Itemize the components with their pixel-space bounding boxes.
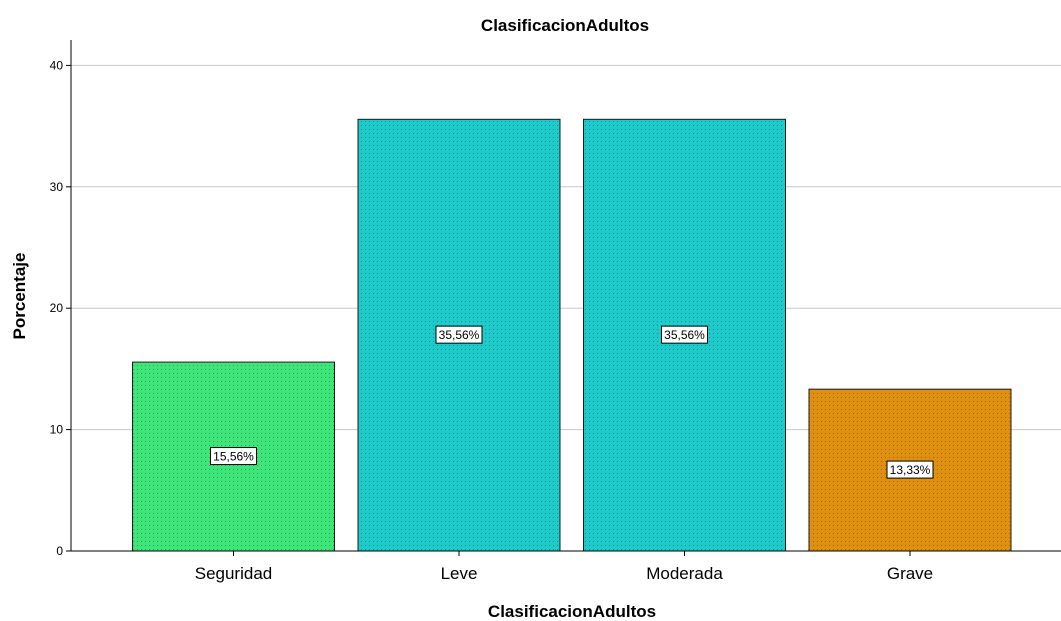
bars: 15,56% 35,56% 35,56% 13,33% xyxy=(132,118,1012,552)
y-tick-label: 40 xyxy=(50,58,64,72)
data-label-box xyxy=(435,325,483,344)
data-label: 15,56% xyxy=(213,450,254,464)
y-tick-label: 10 xyxy=(50,423,64,437)
data-label: 13,33% xyxy=(890,463,931,477)
y-axis-ticks: 0 10 20 30 40 xyxy=(50,58,71,558)
data-label-box xyxy=(661,325,708,344)
x-tick-label: Seguridad xyxy=(195,564,273,583)
y-tick-label: 30 xyxy=(50,180,64,194)
x-axis-ticks: Seguridad Leve Moderada Grave xyxy=(195,551,933,583)
y-axis-label: Porcentaje xyxy=(10,253,29,340)
x-tick-label: Leve xyxy=(441,564,478,583)
y-tick-label: 0 xyxy=(56,544,63,558)
data-label: 35,56% xyxy=(664,328,705,342)
y-tick-label: 20 xyxy=(50,301,64,315)
data-label: 35,56% xyxy=(439,328,480,342)
chart-title: ClasificacionAdultos xyxy=(481,16,649,35)
data-label-box xyxy=(886,460,934,479)
x-axis-label: ClasificacionAdultos xyxy=(488,602,656,621)
x-tick-label: Grave xyxy=(887,564,933,583)
x-tick-label: Moderada xyxy=(646,564,723,583)
data-label-box xyxy=(210,447,257,466)
